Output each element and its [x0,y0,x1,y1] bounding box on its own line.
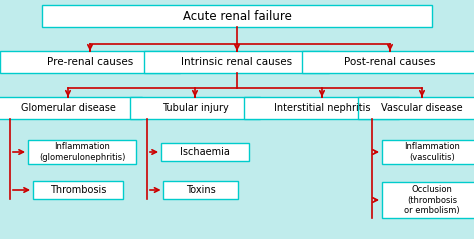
FancyBboxPatch shape [161,143,249,161]
FancyBboxPatch shape [42,5,432,27]
FancyBboxPatch shape [245,97,400,119]
Text: Thrombosis: Thrombosis [50,185,106,195]
Text: Glomerular disease: Glomerular disease [20,103,116,113]
FancyBboxPatch shape [33,181,123,199]
Text: Interstitial nephritis: Interstitial nephritis [274,103,370,113]
Text: Intrinsic renal causes: Intrinsic renal causes [182,57,292,67]
FancyBboxPatch shape [0,97,142,119]
Text: Vascular disease: Vascular disease [381,103,463,113]
FancyBboxPatch shape [28,140,136,164]
Text: Ischaemia: Ischaemia [180,147,230,157]
FancyBboxPatch shape [130,97,260,119]
Text: Post-renal causes: Post-renal causes [344,57,436,67]
FancyBboxPatch shape [382,140,474,164]
FancyBboxPatch shape [302,51,474,73]
Text: Tubular injury: Tubular injury [162,103,228,113]
Text: Pre-renal causes: Pre-renal causes [47,57,133,67]
FancyBboxPatch shape [358,97,474,119]
Text: Inflammation
(vasculitis): Inflammation (vasculitis) [404,142,460,162]
Text: Occlusion
(thrombosis
or embolism): Occlusion (thrombosis or embolism) [404,185,460,215]
Text: Toxins: Toxins [186,185,216,195]
FancyBboxPatch shape [0,51,180,73]
Text: Inflammation
(glomerulonephritis): Inflammation (glomerulonephritis) [39,142,125,162]
Text: Acute renal failure: Acute renal failure [182,10,292,22]
FancyBboxPatch shape [145,51,329,73]
FancyBboxPatch shape [164,181,238,199]
FancyBboxPatch shape [382,182,474,218]
